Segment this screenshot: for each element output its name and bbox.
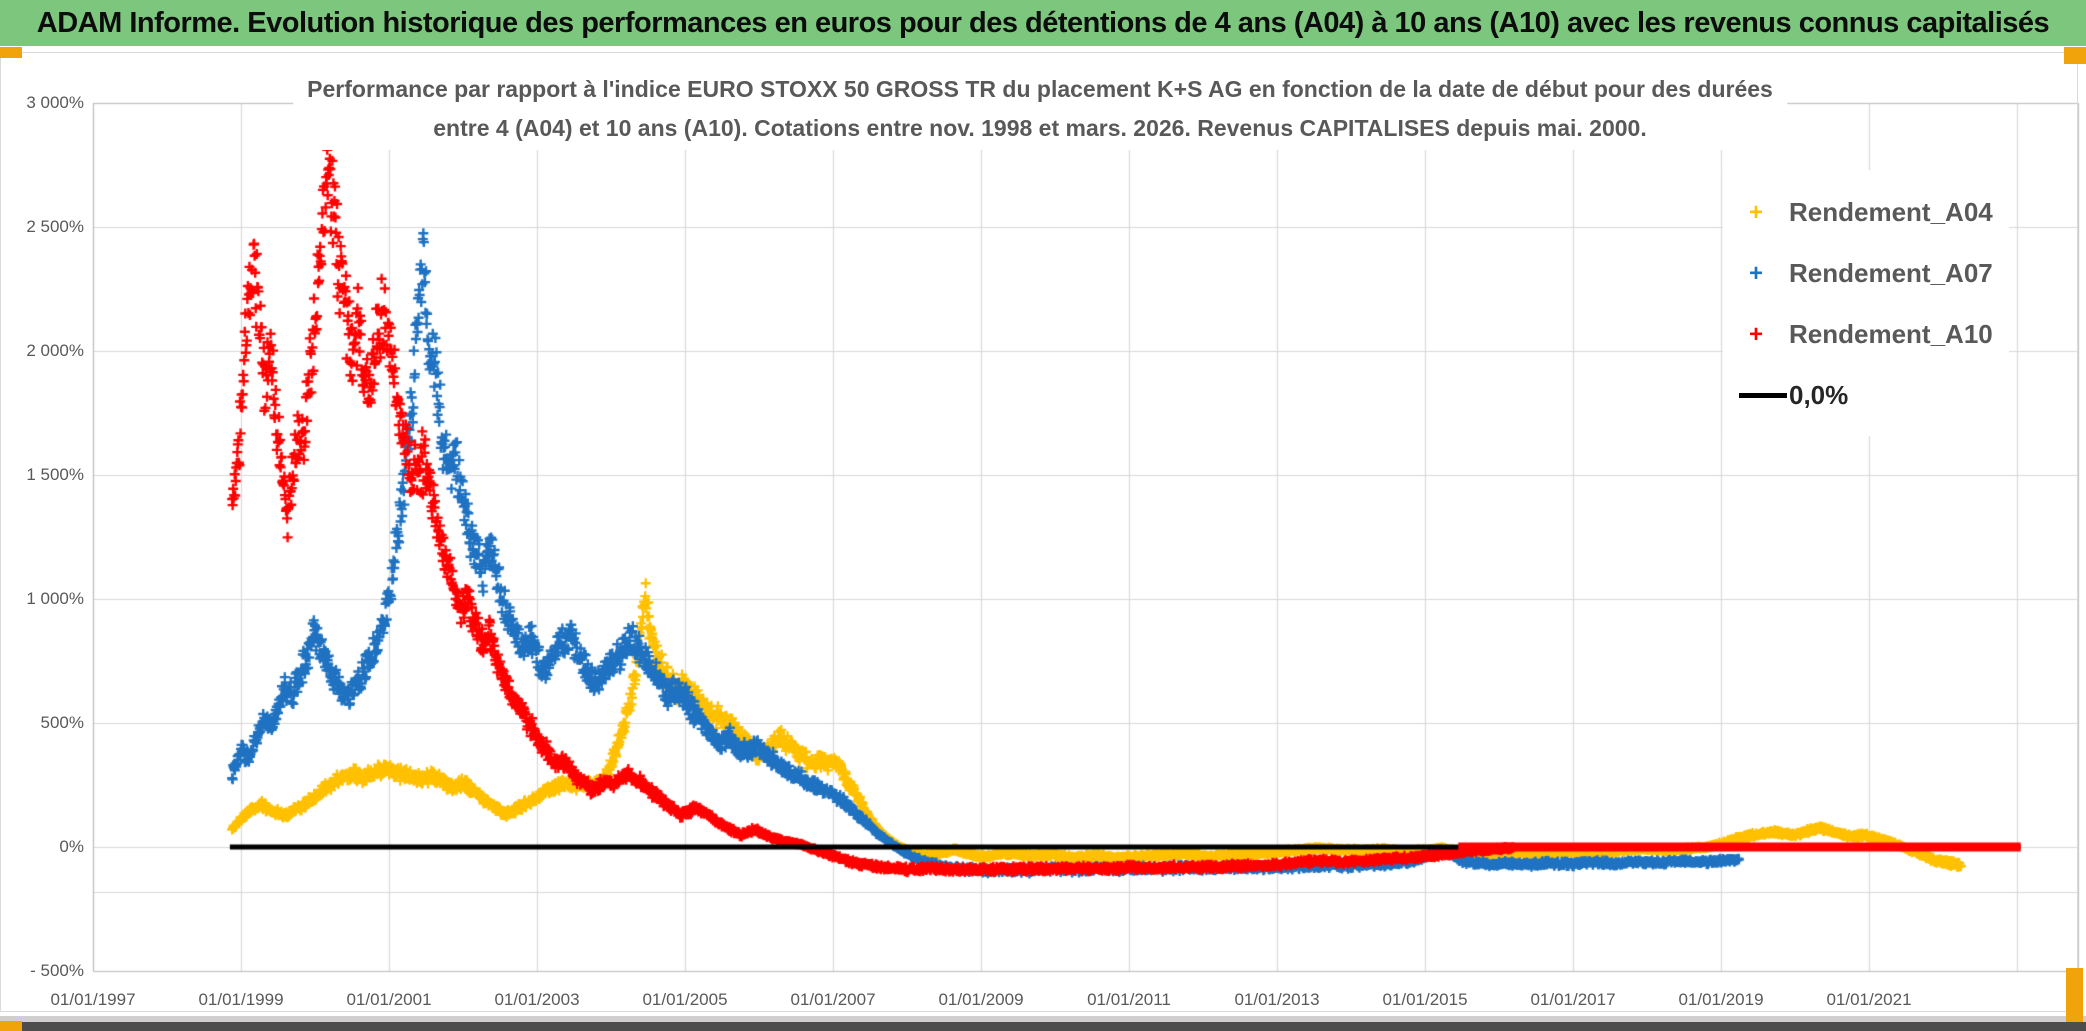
y-tick-label: 2 000% — [26, 341, 84, 360]
x-tick-label: 01/01/2019 — [1678, 990, 1764, 1009]
x-tick-label: 01/01/2015 — [1382, 990, 1468, 1009]
legend-item-a10[interactable]: + Rendement_A10 — [1723, 304, 2009, 365]
selection-handle-bottom-right — [2066, 968, 2083, 1022]
y-tick-label: 1 000% — [26, 589, 84, 608]
chart-title: Performance par rapport à l'indice EURO … — [293, 68, 1787, 150]
legend-item-a07[interactable]: + Rendement_A07 — [1723, 243, 2009, 304]
y-tick-label: - 500% — [30, 961, 84, 980]
chart-title-line2: entre 4 (A04) et 10 ans (A10). Cotations… — [433, 115, 1647, 141]
x-tick-label: 01/01/2003 — [494, 990, 580, 1009]
legend-label: Rendement_A07 — [1789, 258, 1993, 288]
legend[interactable]: + Rendement_A04 + Rendement_A07 + Rendement_A… — [1723, 170, 2009, 436]
x-tick-label: 01/01/2005 — [642, 990, 728, 1009]
x-tick-label: 01/01/1999 — [198, 990, 284, 1009]
selection-handle-bottom-left — [0, 1021, 22, 1031]
banner: ADAM Informe. Evolution historique des p… — [0, 0, 2086, 46]
legend-label: Rendement_A04 — [1789, 197, 1993, 227]
x-tick-label: 01/01/2009 — [938, 990, 1024, 1009]
y-tick-label: 500% — [40, 713, 84, 732]
selection-handle-top-right — [2064, 47, 2086, 64]
banner-title: ADAM Informe. Evolution historique des p… — [36, 6, 2050, 39]
selection-handle-top-left — [0, 47, 22, 58]
x-tick-label: 01/01/1997 — [50, 990, 136, 1009]
legend-item-a04[interactable]: + Rendement_A04 — [1723, 182, 2009, 243]
legend-item-zero[interactable]: 0,0% — [1723, 365, 2009, 426]
x-tick-label: 01/01/2013 — [1234, 990, 1320, 1009]
x-tick-label: 01/01/2017 — [1530, 990, 1616, 1009]
legend-line-swatch-icon — [1739, 393, 1787, 398]
x-tick-label: 01/01/2011 — [1087, 990, 1171, 1009]
legend-plus-marker-icon: + — [1748, 198, 1763, 226]
legend-label: Rendement_A10 — [1789, 319, 1993, 349]
x-tick-label: 01/01/2007 — [790, 990, 876, 1009]
bottom-dark-bar — [0, 1022, 2086, 1031]
legend-plus-marker-icon: + — [1748, 320, 1763, 348]
legend-label: 0,0% — [1789, 380, 1849, 410]
x-tick-label: 01/01/2021 — [1826, 990, 1912, 1009]
y-tick-label: 1 500% — [26, 465, 84, 484]
chart-title-line1: Performance par rapport à l'indice EURO … — [307, 76, 1773, 102]
bottom-gray-strip — [0, 1016, 2086, 1022]
y-tick-label: 3 000% — [26, 93, 84, 112]
y-tick-label: 0% — [59, 837, 84, 856]
y-tick-label: 2 500% — [26, 217, 84, 236]
legend-plus-marker-icon: + — [1748, 259, 1763, 287]
x-tick-label: 01/01/2001 — [346, 990, 432, 1009]
